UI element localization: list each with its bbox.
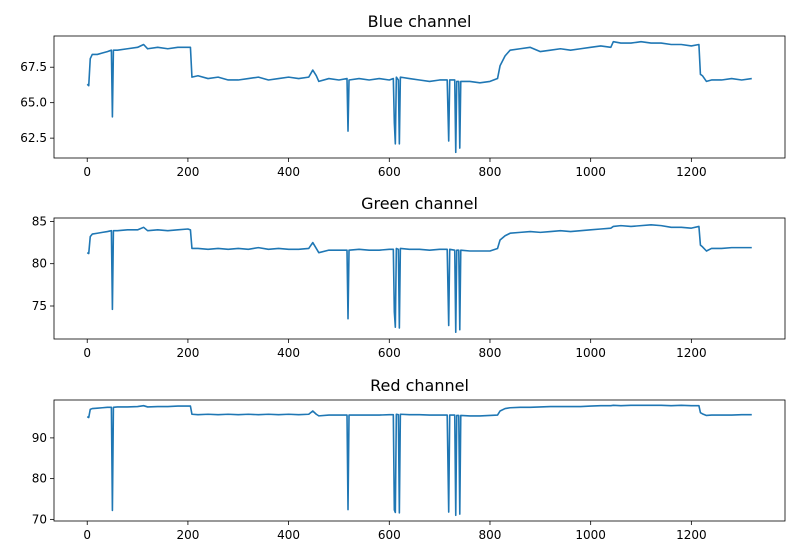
red-channel-title: Red channel: [370, 376, 469, 395]
red-channel-xtick-label: 0: [83, 528, 91, 542]
green-channel-series-line: [86, 223, 752, 334]
green-channel-xtick-label: 400: [277, 346, 300, 360]
red-channel-panel: Red channel 0 200 400 600 800 1000 1200 70 80 90: [32, 376, 786, 542]
blue-channel-ytick-label: 65.0: [20, 96, 47, 110]
red-channel-xtick-label: 1200: [676, 528, 707, 542]
blue-channel-xtick-label: 600: [378, 165, 401, 179]
blue-channel-axes-frame: [53, 35, 786, 159]
green-channel-xtick-label: 0: [83, 346, 91, 360]
green-channel-xtick-label: 1000: [575, 346, 606, 360]
red-channel-xtick-label: 600: [378, 528, 401, 542]
green-channel-xtick-label: 1200: [676, 346, 707, 360]
red-channel-axes-frame: [53, 399, 786, 522]
blue-channel-panel: Blue channel 0 200 400 600 800 1000 1200 62.5 65.…: [20, 12, 786, 179]
red-channel-xtick-label: 200: [176, 528, 199, 542]
green-channel-panel: Green channel 0 200 400 600 800 1000 1200 75 80 85: [32, 194, 786, 360]
green-channel-xtick-label: 800: [479, 346, 502, 360]
blue-channel-title: Blue channel: [368, 12, 472, 31]
blue-channel-xtick-label: 400: [277, 165, 300, 179]
red-channel-series-line: [86, 404, 752, 517]
blue-channel-ytick-label: 62.5: [20, 131, 47, 145]
blue-channel-xtick-label: 1000: [575, 165, 606, 179]
blue-channel-xtick-label: 800: [479, 165, 502, 179]
blue-channel-xtick-label: 1200: [676, 165, 707, 179]
red-channel-ytick-label: 80: [32, 472, 47, 486]
green-channel-ytick-label: 85: [32, 214, 47, 228]
green-channel-title: Green channel: [361, 194, 478, 213]
green-channel-xtick-label: 200: [176, 346, 199, 360]
blue-channel-xtick-label: 200: [176, 165, 199, 179]
red-channel-ytick-label: 70: [32, 512, 47, 526]
blue-channel-series-line: [86, 40, 752, 154]
red-channel-xtick-label: 400: [277, 528, 300, 542]
blue-channel-xtick-label: 0: [83, 165, 91, 179]
green-channel-xtick-label: 600: [378, 346, 401, 360]
green-channel-axes-frame: [53, 217, 786, 340]
red-channel-ytick-label: 90: [32, 431, 47, 445]
blue-channel-ytick-label: 67.5: [20, 60, 47, 74]
green-channel-ytick-label: 80: [32, 257, 47, 271]
green-channel-ytick-label: 75: [32, 299, 47, 313]
red-channel-xtick-label: 800: [479, 528, 502, 542]
red-channel-xtick-label: 1000: [575, 528, 606, 542]
